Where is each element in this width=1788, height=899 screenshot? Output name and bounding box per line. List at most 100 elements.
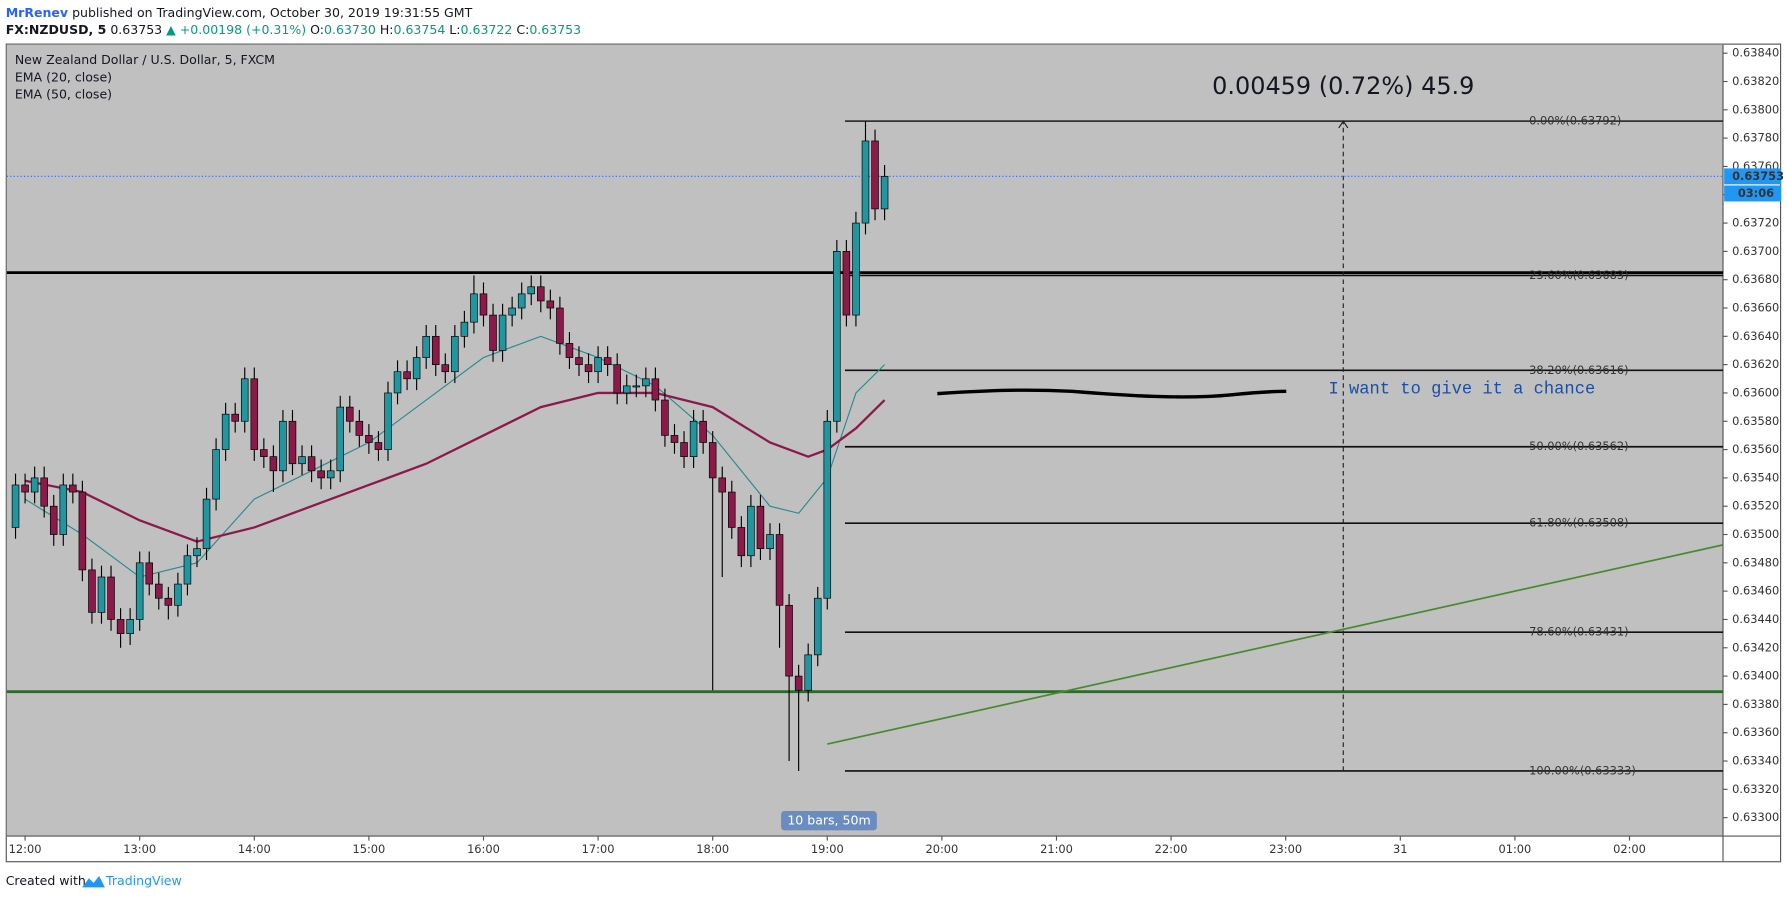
candle-body	[794, 675, 803, 691]
o-key: O:	[310, 21, 324, 36]
symbol: FX:NZDUSD, 5	[6, 21, 107, 36]
candle-body	[498, 314, 507, 351]
candle-body	[451, 335, 459, 373]
c-key: C:	[516, 21, 529, 36]
x-tick-label: 02:00	[1613, 842, 1646, 856]
candle-body	[155, 583, 163, 599]
candle-body	[403, 371, 411, 380]
candle-body	[842, 251, 851, 316]
annotation: I want to give it a chance	[1329, 381, 1596, 400]
candle-body	[689, 420, 698, 458]
h-key: H:	[380, 21, 394, 36]
candle-body	[126, 619, 134, 634]
candle-body	[766, 534, 774, 550]
countdown-badge	[1724, 185, 1782, 202]
candle-body	[412, 357, 421, 380]
candle-body	[565, 343, 574, 358]
candle-body	[804, 654, 812, 691]
chart-layer: 0.63300 0.63320 0.63340 0.63360 0.63380 0.634…	[6, 46, 1779, 856]
y-tick-label: 0.63520	[1732, 499, 1779, 513]
candle-body	[164, 597, 173, 606]
candle-body	[183, 555, 192, 585]
author: MrRenev	[6, 4, 68, 19]
y-tick-label: 0.63500	[1732, 527, 1779, 541]
footer-brand: TradingView	[105, 873, 182, 888]
candle-body	[546, 300, 555, 309]
candle-body	[193, 548, 201, 557]
candle-body	[594, 357, 602, 373]
countdown-label: 03:06	[1738, 186, 1774, 200]
fib-label: 61.80%(0.63508)	[1529, 516, 1628, 530]
measure-label: 0.00459 (0.72%) 45.9	[1212, 72, 1474, 100]
x-tick-label: 12:00	[9, 842, 42, 856]
handwritten-stroke	[937, 388, 1287, 399]
c-value: 0.63753	[529, 21, 581, 36]
y-tick-label: 0.63300	[1732, 810, 1779, 824]
candle-body	[11, 484, 20, 528]
trend-line	[827, 544, 1724, 745]
y-tick-label: 0.63820	[1732, 74, 1779, 88]
candle-body	[260, 449, 268, 458]
x-tick-label: 16:00	[467, 842, 500, 856]
chart-title: New Zealand Dollar / U.S. Dollar, 5, FXC…	[15, 52, 275, 67]
h-value: 0.63754	[393, 21, 445, 36]
candle-body	[823, 420, 832, 599]
candle-body	[441, 364, 450, 373]
fib-label: 78.60%(0.63431)	[1529, 625, 1628, 639]
y-tick-label: 0.63640	[1732, 329, 1779, 343]
y-tick-label: 0.63780	[1732, 131, 1779, 145]
candle-body	[279, 420, 287, 472]
measure-arrow	[1338, 120, 1349, 129]
candle-body	[326, 470, 335, 479]
symbol-line: FX:NZDUSD, 5 0.63753 ▲ +0.00198 (+0.31%)…	[6, 21, 581, 36]
y-tick-label: 0.63700	[1732, 244, 1779, 258]
candle-body	[642, 378, 650, 387]
candle-body	[737, 527, 746, 557]
y-tick-label: 0.63540	[1732, 470, 1779, 484]
candle-body	[756, 505, 765, 550]
candle-body	[508, 307, 516, 316]
published: published on TradingView.com, October 30…	[72, 4, 473, 19]
y-tick-label: 0.63400	[1732, 669, 1779, 683]
candle-body	[393, 371, 402, 394]
candle-body	[661, 399, 669, 436]
y-tick-label: 0.63460	[1732, 584, 1779, 598]
x-tick-label: 31	[1393, 842, 1408, 856]
candle-body	[365, 435, 373, 443]
candle-body	[584, 364, 593, 373]
last-price-label: 0.63753	[1732, 169, 1784, 183]
candle-body	[212, 449, 220, 500]
last-price-badge	[1724, 168, 1782, 185]
candle-body	[747, 505, 755, 557]
y-tick-label: 0.63600	[1732, 385, 1779, 399]
candle-body	[384, 392, 392, 450]
candle-body	[288, 420, 297, 465]
x-tick-label: 14:00	[238, 842, 271, 856]
l-key: L:	[449, 21, 460, 36]
x-tick-label: 21:00	[1040, 842, 1073, 856]
fib-label: 23.60%(0.63683)	[1529, 268, 1628, 282]
legend-entry: EMA (20, close)	[15, 69, 112, 84]
x-tick-label: 13:00	[123, 842, 156, 856]
candle-body	[107, 576, 115, 620]
y-tick-label: 0.63320	[1732, 782, 1779, 796]
candle-body	[135, 562, 144, 620]
candle-body	[489, 314, 497, 351]
candle-body	[30, 477, 39, 493]
x-tick-label: 01:00	[1498, 842, 1531, 856]
candle-body	[202, 498, 211, 550]
publish-line: MrRenev published on TradingView.com, Oc…	[6, 4, 473, 19]
y-tick-label: 0.63480	[1732, 555, 1779, 569]
candle-body	[556, 307, 564, 344]
o-value: 0.63730	[324, 21, 376, 36]
x-tick-label: 20:00	[925, 842, 958, 856]
candle-body	[317, 470, 325, 479]
candle-body	[374, 442, 383, 450]
candle-body	[517, 293, 526, 309]
legend-entry: EMA (50, close)	[15, 86, 112, 101]
candle-body	[431, 335, 440, 365]
candle-body	[355, 420, 364, 436]
candle-body	[632, 385, 641, 388]
candle-body	[775, 534, 784, 606]
